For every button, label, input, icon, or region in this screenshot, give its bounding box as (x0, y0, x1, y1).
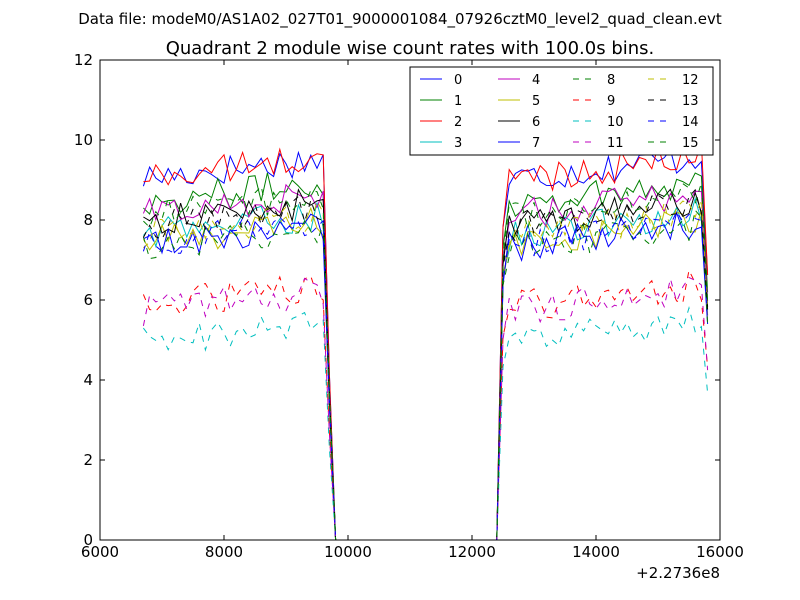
x-offset-label: +2.2736e8 (636, 564, 720, 582)
series-line-11 (142, 276, 709, 540)
legend-label-7: 7 (532, 136, 540, 151)
legend-label-11: 11 (607, 136, 624, 151)
legend-label-3: 3 (454, 136, 462, 151)
series-line-15 (143, 182, 709, 540)
series-line-4 (142, 183, 709, 540)
legend-label-8: 8 (607, 73, 615, 88)
y-tick-label: 8 (83, 211, 93, 229)
y-tick-label: 12 (74, 51, 93, 69)
y-tick-label: 2 (83, 451, 93, 469)
x-tick-label: 16000 (696, 543, 744, 561)
series-line-14 (142, 210, 709, 540)
legend-label-14: 14 (682, 115, 699, 130)
legend-label-2: 2 (454, 115, 462, 130)
legend-label-4: 4 (532, 73, 540, 88)
legend-label-15: 15 (682, 136, 699, 151)
series-layer (142, 142, 709, 540)
y-tick-label: 10 (74, 131, 93, 149)
chart-title: Quadrant 2 module wise count rates with … (166, 38, 655, 59)
series-line-7 (143, 210, 709, 540)
y-tick-label: 6 (83, 291, 93, 309)
series-line-0 (142, 148, 709, 540)
series-line-6 (143, 188, 709, 540)
legend-label-0: 0 (454, 73, 462, 88)
series-line-1 (143, 172, 709, 540)
series-line-2 (143, 142, 709, 540)
series-line-8 (142, 209, 709, 540)
series-line-10 (142, 306, 709, 540)
x-tick-label: 10000 (324, 543, 372, 561)
legend-label-10: 10 (607, 115, 624, 130)
legend-label-1: 1 (454, 94, 462, 109)
legend-label-13: 13 (682, 94, 699, 109)
y-tick-label: 4 (83, 371, 93, 389)
series-line-9 (142, 268, 709, 540)
y-tick-label: 0 (83, 531, 93, 549)
legend-label-5: 5 (532, 94, 540, 109)
legend-box (409, 66, 714, 156)
x-tick-label: 14000 (572, 543, 620, 561)
series-line-5 (142, 206, 709, 540)
legend-label-6: 6 (532, 115, 540, 130)
figure-suptitle: Data file: modeM0/AS1A02_027T01_90000010… (78, 10, 722, 29)
legend-label-9: 9 (607, 94, 615, 109)
legend-label-12: 12 (682, 73, 699, 88)
x-tick-label: 6000 (81, 543, 119, 561)
x-tick-label: 8000 (205, 543, 243, 561)
x-tick-label: 12000 (448, 543, 496, 561)
